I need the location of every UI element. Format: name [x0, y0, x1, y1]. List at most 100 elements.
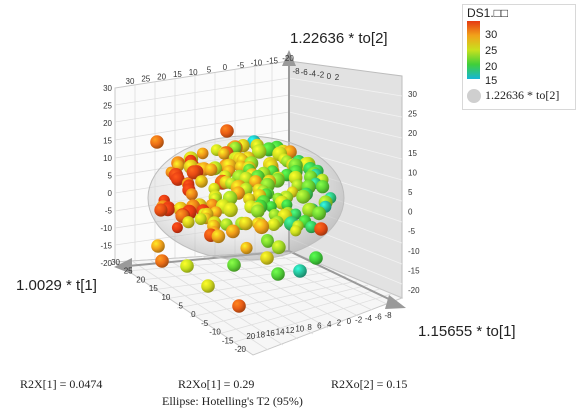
z-axis-title: 1.22636 * to[2]: [290, 30, 388, 47]
x-tick-floor: 25: [124, 267, 133, 276]
r2x1-stat: R2X[1] = 0.0474: [20, 377, 103, 391]
data-point: [309, 251, 323, 265]
x-tick-top: 10: [189, 68, 198, 77]
floor: [113, 250, 404, 356]
data-point: [316, 180, 330, 194]
data-point: [254, 219, 270, 235]
data-point: [293, 264, 307, 278]
x-tick-top: -20: [282, 54, 294, 63]
y-tick-floor: 20: [246, 332, 255, 341]
data-point: [201, 279, 215, 293]
tick-labels: 303025252020151510105500-5-5-10-10-15-15…: [100, 54, 420, 354]
z-tick-right: 30: [408, 90, 417, 99]
z-tick-left: -20: [100, 259, 112, 268]
x-tick-top: 30: [126, 77, 135, 86]
z-tick-right: 20: [408, 129, 417, 138]
data-point: [267, 218, 281, 231]
x-tick-top: 15: [173, 70, 182, 79]
x-tick-floor: 10: [161, 293, 170, 302]
y-tick-floor: 12: [286, 326, 295, 335]
z-tick-right: -5: [408, 227, 416, 236]
y-tick-floor: 16: [266, 329, 275, 338]
data-point: [261, 235, 274, 248]
size-legend-label: 1.22636 * to[2]: [485, 88, 560, 102]
legend-tick-25: 25: [485, 45, 498, 57]
y-tick-floor: -8: [384, 311, 392, 320]
data-point: [250, 204, 265, 218]
x-tick-top: 5: [207, 66, 212, 75]
y-tick-top: -2: [317, 71, 325, 80]
data-point: [155, 254, 169, 268]
z-tick-right: -20: [408, 286, 420, 295]
z-tick-left: -15: [100, 242, 112, 251]
legend-tick-30: 30: [485, 29, 498, 41]
z-tick-left: 25: [103, 102, 112, 111]
data-point: [220, 124, 234, 138]
z-tick-left: 20: [103, 119, 112, 128]
data-point: [150, 135, 164, 149]
data-point: [240, 241, 253, 255]
y-tick-floor: 14: [276, 328, 285, 337]
data-point: [296, 189, 311, 204]
y-tick-floor: 6: [317, 322, 322, 331]
z-tick-right: -10: [408, 247, 420, 256]
z-tick-left: 15: [103, 137, 112, 146]
x-tick-floor: -15: [222, 336, 234, 345]
data-point: [204, 163, 218, 176]
data-point: [186, 165, 201, 180]
z-tick-left: -10: [100, 224, 112, 233]
x-tick-floor: 5: [179, 302, 184, 311]
data-point: [194, 213, 207, 225]
data-point: [182, 216, 195, 229]
data-point: [271, 267, 285, 281]
x-tick-top: -10: [251, 59, 263, 68]
x-axis-title: 1.0029 * t[1]: [16, 277, 97, 294]
data-point: [271, 240, 286, 255]
y-tick-top: 0: [327, 72, 332, 81]
y-tick-floor: -4: [365, 314, 373, 323]
y-tick-floor: 2: [337, 319, 342, 328]
y-tick-floor: 18: [256, 331, 265, 340]
y-tick-floor: 8: [307, 323, 312, 332]
r2xo2-stat: R2Xo[2] = 0.15: [331, 377, 408, 391]
x-tick-floor: 30: [111, 258, 120, 267]
y-tick-floor: 4: [327, 320, 332, 329]
data-point: [171, 222, 183, 234]
size-legend-dot: [467, 89, 481, 103]
data-point: [226, 224, 240, 239]
data-point: [232, 299, 246, 313]
data-points: [150, 124, 337, 313]
data-point: [211, 229, 226, 244]
y-tick-top: -6: [301, 68, 309, 77]
x-tick-floor: 0: [191, 310, 196, 319]
y-tick-floor: -6: [375, 313, 383, 322]
y-tick-top: 2: [335, 73, 340, 82]
y-axis-title: 1.15655 * to[1]: [418, 323, 516, 340]
data-point: [314, 222, 328, 236]
z-tick-right: -15: [408, 266, 420, 275]
z-tick-left: 10: [103, 154, 112, 163]
z-tick-right: 15: [408, 149, 417, 158]
x-tick-floor: -5: [201, 319, 209, 328]
x-tick-floor: -20: [234, 345, 246, 354]
color-scale-bar: [467, 21, 480, 79]
x-tick-top: -5: [237, 61, 245, 70]
data-point: [196, 147, 209, 160]
z-tick-right: 0: [408, 208, 413, 217]
data-point: [312, 206, 326, 221]
x-tick-floor: -10: [209, 328, 221, 337]
z-tick-right: 5: [408, 188, 413, 197]
data-point: [185, 188, 198, 201]
z-tick-right: 10: [408, 168, 417, 177]
x-tick-top: 25: [141, 75, 150, 84]
data-point: [260, 251, 274, 265]
z-tick-left: 30: [103, 84, 112, 93]
data-point: [252, 144, 267, 159]
y-tick-top: -4: [309, 69, 317, 78]
legend-tick-20: 20: [485, 61, 498, 73]
y-tick-floor: 0: [347, 317, 352, 326]
z-tick-right: 25: [408, 110, 417, 119]
z-tick-left: 0: [108, 189, 113, 198]
x-tick-floor: 20: [136, 275, 145, 284]
